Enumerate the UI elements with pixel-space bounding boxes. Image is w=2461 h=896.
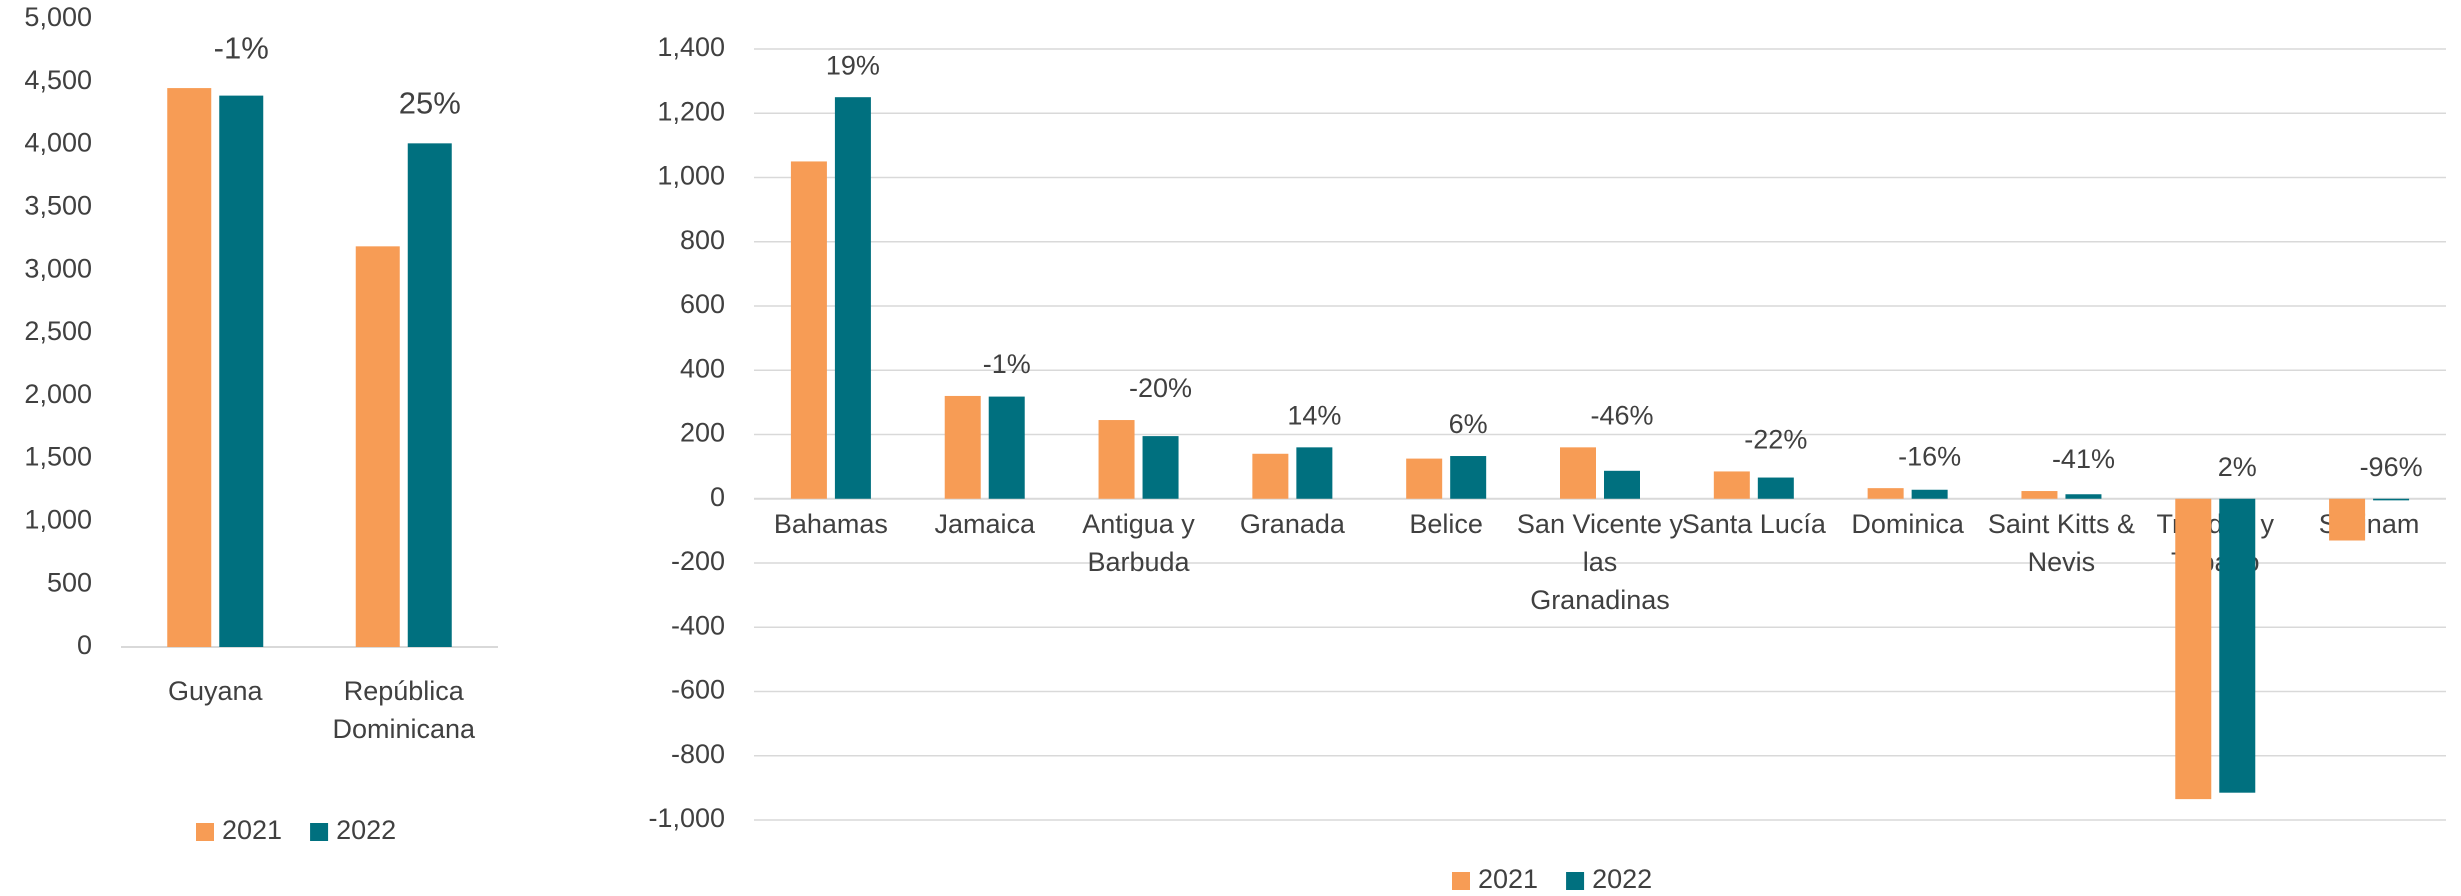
change-label: -96% <box>2360 452 2423 482</box>
bar <box>1252 453 1289 499</box>
x-tick-label-box: Bahamas <box>773 508 888 539</box>
change-label: 2% <box>2218 452 2257 482</box>
x-tick-label-box: República Dominicana <box>332 676 476 744</box>
y-tick-label: 5,000 <box>24 2 92 32</box>
y-tick-label: 1,000 <box>657 161 725 191</box>
x-tick-label: Trinidad y Tabago <box>2156 508 2275 577</box>
legend-swatch <box>1452 872 1470 890</box>
legend-swatch <box>310 823 329 841</box>
y-tick-label: 3,000 <box>24 253 92 283</box>
y-tick-label: 0 <box>710 482 725 512</box>
y-tick-label: 400 <box>680 353 725 383</box>
x-tick-label-box: Granada <box>1239 508 1345 539</box>
bar <box>2329 498 2366 541</box>
y-tick-label: 4,500 <box>24 65 92 95</box>
bar <box>355 246 400 647</box>
bar <box>219 95 264 648</box>
x-tick-label: Bahamas <box>773 508 888 539</box>
x-tick-label-box: Saint Kitts & Nevis <box>1987 508 2135 577</box>
x-tick-label: Saint Kitts & Nevis <box>1987 508 2135 577</box>
bar <box>1296 447 1333 499</box>
y-tick-label: 4,000 <box>24 128 92 158</box>
bar <box>1911 489 1948 499</box>
bar <box>1560 447 1596 499</box>
x-tick-label-box: Trinidad y Tabago <box>2156 508 2275 577</box>
y-tick-label: 0 <box>77 630 92 660</box>
bar <box>167 88 212 647</box>
y-tick-label: -200 <box>671 546 725 576</box>
bar <box>2373 498 2410 501</box>
change-label: -41% <box>2052 444 2115 474</box>
x-tick-label: Surinam <box>2318 508 2420 539</box>
change-label: -1% <box>214 30 269 65</box>
change-label: -22% <box>1744 425 1807 455</box>
bar <box>1757 477 1794 499</box>
y-tick-label: -800 <box>671 739 725 769</box>
bar <box>1450 456 1487 499</box>
legend-label: 2022 <box>336 815 396 845</box>
y-tick-label: -400 <box>671 610 725 640</box>
x-tick-label-box: Antigua y Barbuda <box>1082 508 1195 577</box>
bar <box>407 143 452 647</box>
x-tick-label-box: San Vicente y las Granadinas <box>1516 508 1684 615</box>
x-tick-label: Guyana <box>167 676 263 706</box>
bar <box>834 97 871 499</box>
x-tick-label-box: Belice <box>1409 508 1483 539</box>
bar <box>1406 458 1443 499</box>
bar <box>1867 488 1904 499</box>
change-label: 19% <box>826 50 880 80</box>
x-tick-label: Jamaica <box>934 508 1035 539</box>
x-tick-label-box: Jamaica <box>934 508 1035 539</box>
bar <box>944 395 981 499</box>
x-tick-label: Belice <box>1409 508 1483 539</box>
x-tick-label-box: Surinam <box>2318 508 2420 539</box>
legend-swatch <box>196 823 214 841</box>
y-tick-label: 2,500 <box>24 316 92 346</box>
x-tick-label: Santa Lucía <box>1681 508 1826 539</box>
bar <box>1142 436 1179 499</box>
y-tick-label: 3,500 <box>24 191 92 221</box>
bar <box>1604 470 1640 499</box>
change-label: 14% <box>1287 400 1341 430</box>
x-tick-label: Granada <box>1239 508 1345 539</box>
legend-label: 2021 <box>1478 864 1538 894</box>
legend-label: 2021 <box>222 815 282 845</box>
x-tick-label-box: Santa Lucía <box>1681 508 1826 539</box>
bar <box>2175 498 2212 800</box>
y-tick-label: 2,000 <box>24 379 92 409</box>
change-label: -1% <box>983 349 1031 379</box>
bar <box>790 161 827 499</box>
bar <box>2021 491 2058 499</box>
legend-label: 2022 <box>1592 864 1652 894</box>
y-tick-label: 500 <box>47 567 92 597</box>
y-tick-label: 1,200 <box>657 96 725 126</box>
change-label: 25% <box>399 86 461 121</box>
x-tick-label-box: Dominica <box>1851 508 1964 539</box>
bar <box>2219 498 2256 793</box>
bar <box>988 396 1025 499</box>
bar <box>2065 494 2102 499</box>
y-tick-label: 1,500 <box>24 442 92 472</box>
y-tick-label: 800 <box>680 225 725 255</box>
change-label: -16% <box>1898 441 1961 471</box>
x-tick-label: Dominica <box>1851 508 1964 539</box>
y-tick-label: -1,000 <box>648 803 725 833</box>
x-tick-label: Antigua y Barbuda <box>1082 508 1195 577</box>
x-tick-label: San Vicente y las Granadinas <box>1516 508 1684 615</box>
bar <box>1713 471 1750 499</box>
y-tick-label: 1,000 <box>24 505 92 535</box>
x-tick-label-box: Guyana <box>167 676 263 706</box>
y-tick-label: -600 <box>671 675 725 705</box>
y-tick-label: 1,400 <box>657 32 725 62</box>
change-label: 6% <box>1449 409 1488 439</box>
change-label: -46% <box>1590 400 1653 430</box>
bar <box>1098 420 1135 499</box>
x-tick-label: República Dominicana <box>332 676 476 744</box>
change-label: -20% <box>1129 373 1192 403</box>
legend-swatch <box>1566 872 1585 890</box>
y-tick-label: 200 <box>680 418 725 448</box>
y-tick-label: 600 <box>680 289 725 319</box>
